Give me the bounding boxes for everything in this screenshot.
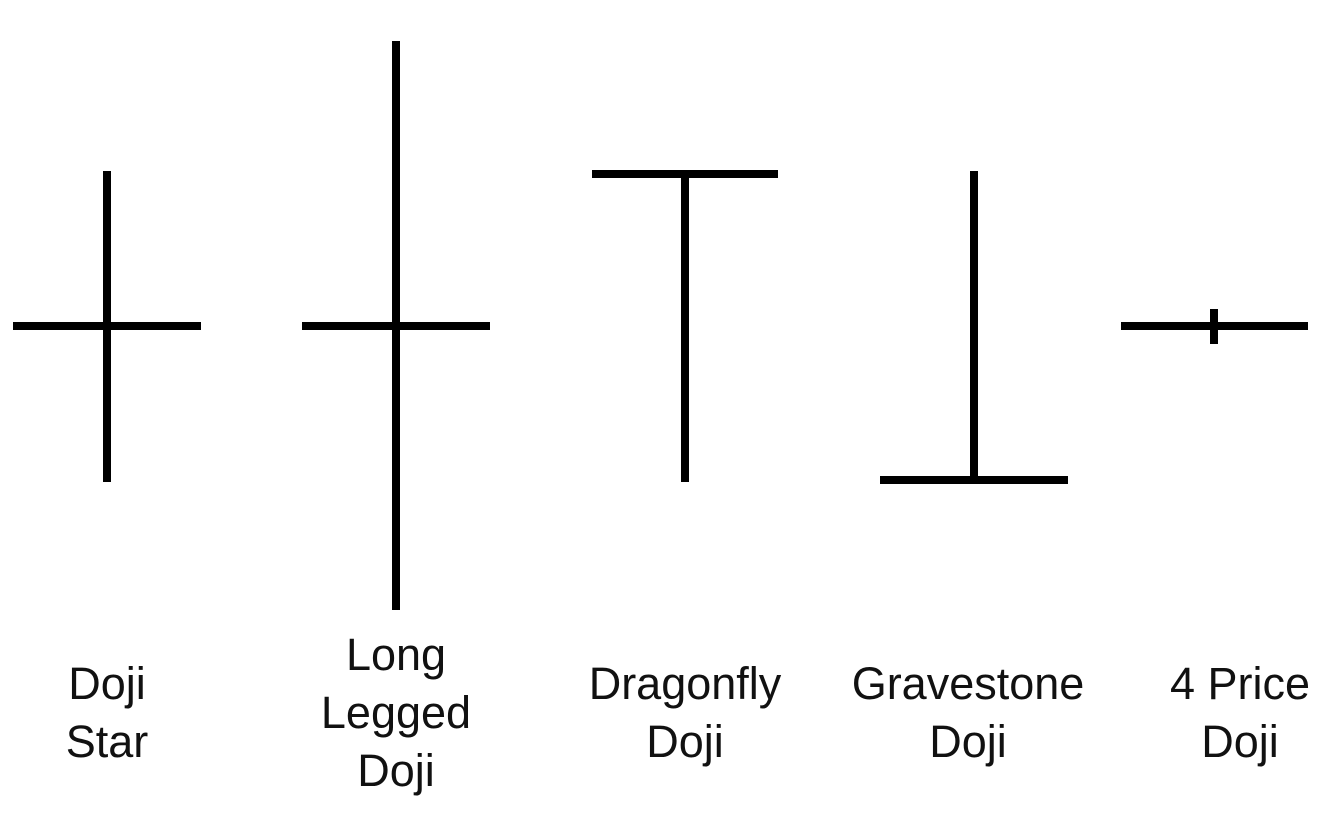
gravestone-doji-label: Gravestone Doji (828, 655, 1108, 771)
long-legged-doji-label: Long Legged Doji (296, 626, 496, 800)
long-legged-doji-label-line-3: Doji (357, 745, 435, 796)
gravestone-doji-symbol (880, 171, 1068, 484)
doji-star-symbol (13, 171, 201, 482)
four-price-doji-label-line-1: 4 Price (1169, 658, 1311, 709)
four-price-doji-symbol (1121, 309, 1308, 344)
gravestone-doji-label-line-2: Doji (929, 716, 1007, 767)
dragonfly-doji-label: Dragonfly Doji (565, 655, 805, 771)
four-price-doji-label-line-2: Doji (1201, 716, 1279, 767)
long-legged-doji-label-line-1: Long (345, 629, 447, 680)
doji-star-label-line-1: Doji (68, 658, 146, 709)
doji-star-label: Doji Star (7, 655, 207, 771)
doji-star-label-line-2: Star (65, 716, 149, 767)
long-legged-doji-label-line-2: Legged (320, 687, 472, 738)
long-legged-doji-symbol (302, 41, 490, 610)
gravestone-doji-label-line-1: Gravestone (851, 658, 1085, 709)
four-price-doji-label: 4 Price Doji (1140, 655, 1340, 771)
dragonfly-doji-label-line-1: Dragonfly (588, 658, 782, 709)
dragonfly-doji-label-line-2: Doji (646, 716, 724, 767)
dragonfly-doji-symbol (592, 170, 778, 482)
